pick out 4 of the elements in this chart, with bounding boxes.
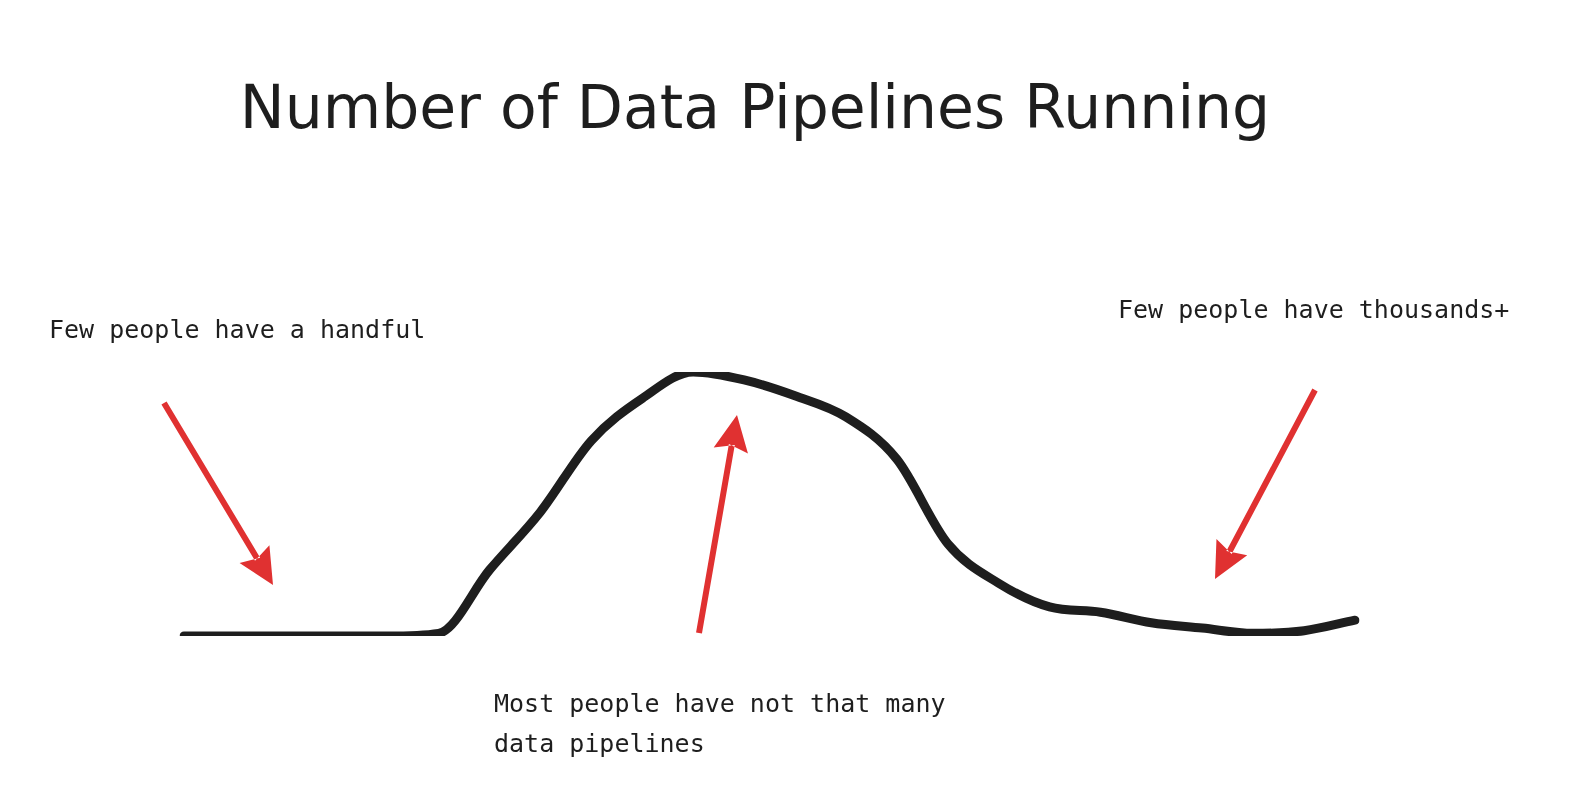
text: Few people have thousands+ (1118, 294, 1511, 326)
chart-title: Number of Data Pipelines Running (238, 72, 1272, 142)
text: Few people have a handful (49, 314, 427, 346)
text: Most people have not that many data pipelines (494, 688, 947, 760)
